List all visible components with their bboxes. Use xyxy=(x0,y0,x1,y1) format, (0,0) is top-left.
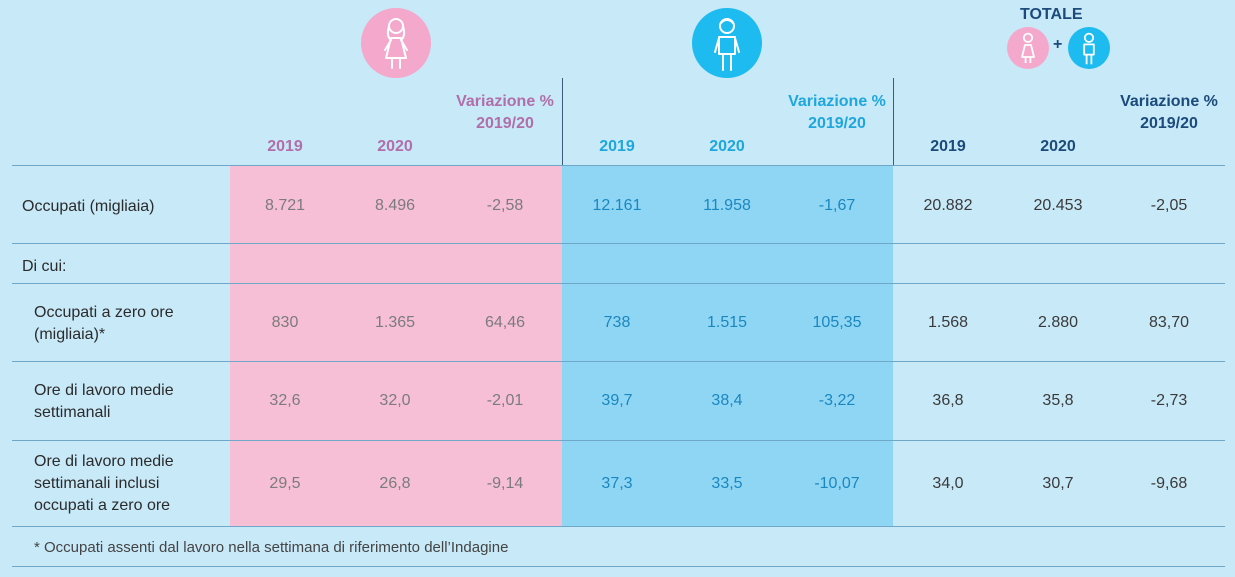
table-cell: 20.453 xyxy=(1033,197,1083,214)
table-cell: 738 xyxy=(603,314,631,331)
table-cell: 12.161 xyxy=(592,197,642,214)
row-divider xyxy=(12,566,1225,567)
row-label-di-cui: Di cui: xyxy=(22,258,67,275)
table-cell: -2,01 xyxy=(486,392,524,409)
male-column-band xyxy=(562,165,893,526)
table-cell: 32,6 xyxy=(269,392,301,409)
plus-sign: + xyxy=(1053,36,1063,53)
header-female-variation: Variazione % 2019/20 xyxy=(456,93,554,132)
row-divider xyxy=(12,165,1225,166)
row-label-ore-medie: Ore di lavoro medie settimanali xyxy=(34,382,174,421)
footnote: * Occupati assenti dal lavoro nella sett… xyxy=(34,539,509,556)
table-cell: 33,5 xyxy=(711,475,743,492)
row-label-ore-medie-inclusi: Ore di lavoro medie settimanali inclusi … xyxy=(34,453,174,514)
table-cell: 8.496 xyxy=(374,197,416,214)
table-cell: 2.880 xyxy=(1037,314,1079,331)
table-cell: -1,67 xyxy=(818,197,856,214)
header-total-variation: Variazione % 2019/20 xyxy=(1120,93,1218,132)
table-cell: -3,22 xyxy=(818,392,856,409)
separator-female-male xyxy=(562,78,563,165)
table-cell: 1.515 xyxy=(706,314,748,331)
table-cell: -2,73 xyxy=(1150,392,1188,409)
separator-male-total xyxy=(893,78,894,165)
row-divider xyxy=(12,283,1225,284)
table-cell: 37,3 xyxy=(601,475,633,492)
female-column-band xyxy=(230,165,562,526)
totale-title: TOTALE xyxy=(1020,6,1083,23)
header-female-2019: 2019 xyxy=(267,138,303,155)
table-cell: 20.882 xyxy=(923,197,973,214)
row-divider xyxy=(12,243,1225,244)
table-cell: 64,46 xyxy=(484,314,526,331)
table-cell: -10,07 xyxy=(814,475,860,492)
table-cell: 1.365 xyxy=(374,314,416,331)
row-divider xyxy=(12,440,1225,441)
table-cell: 830 xyxy=(271,314,299,331)
man-icon xyxy=(692,8,762,78)
table-cell: 35,8 xyxy=(1042,392,1074,409)
table-cell: 34,0 xyxy=(932,475,964,492)
table-cell: 83,70 xyxy=(1148,314,1190,331)
row-divider xyxy=(12,361,1225,362)
header-male-variation: Variazione % 2019/20 xyxy=(788,93,886,132)
table-cell: 29,5 xyxy=(269,475,301,492)
table-cell: 8.721 xyxy=(264,197,306,214)
row-label-occupati: Occupati (migliaia) xyxy=(22,198,155,215)
table-cell: 30,7 xyxy=(1042,475,1074,492)
row-divider xyxy=(12,526,1225,527)
table-cell: 1.568 xyxy=(927,314,969,331)
table-cell: 39,7 xyxy=(601,392,633,409)
header-male-2019: 2019 xyxy=(599,138,635,155)
woman-icon xyxy=(1007,27,1049,69)
header-total-2020: 2020 xyxy=(1040,138,1076,155)
table-cell: -9,68 xyxy=(1150,475,1188,492)
row-label-zero-ore: Occupati a zero ore (migliaia)* xyxy=(34,304,174,343)
header-female-2020: 2020 xyxy=(377,138,413,155)
woman-icon xyxy=(361,8,431,78)
table-cell: -2,05 xyxy=(1150,197,1188,214)
table-cell: 105,35 xyxy=(812,314,862,331)
table-cell: 38,4 xyxy=(711,392,743,409)
table-cell: 11.958 xyxy=(703,197,751,214)
header-total-2019: 2019 xyxy=(930,138,966,155)
table-cell: 36,8 xyxy=(932,392,964,409)
table-cell: -9,14 xyxy=(486,475,524,492)
man-icon xyxy=(1068,27,1110,69)
table-cell: 32,0 xyxy=(379,392,411,409)
table-cell: 26,8 xyxy=(379,475,411,492)
table-cell: -2,58 xyxy=(486,197,524,214)
header-male-2020: 2020 xyxy=(709,138,745,155)
